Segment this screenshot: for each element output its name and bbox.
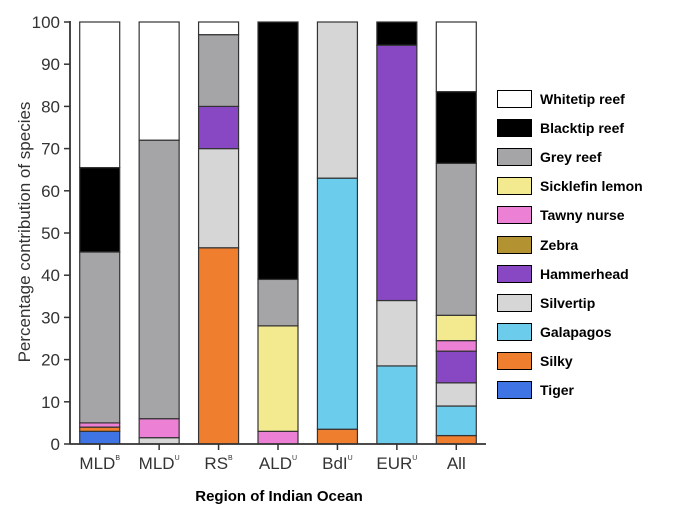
legend-item-grey-reef: Grey reef: [497, 142, 675, 171]
bar-segment-galapagos-all: [435, 405, 477, 437]
legend-label: Silky: [540, 353, 573, 370]
legend-item-zebra: Zebra: [497, 230, 675, 259]
legend-label: Tawny nurse: [540, 207, 625, 224]
legend-label: Galapagos: [540, 324, 612, 341]
legend-swatch: [497, 235, 532, 254]
bar-segment-sicklefin-lemon-all: [435, 314, 477, 342]
y-tick-label: 20: [41, 351, 60, 370]
bar-segment-silky-mldb: [79, 426, 121, 432]
x-tick-label: BdIU: [322, 454, 353, 473]
x-tick-label: MLDU: [139, 454, 180, 473]
legend-label: Tiger: [540, 382, 574, 399]
y-tick-label: 30: [41, 308, 60, 327]
bar-segment-tiger-mldb: [79, 430, 121, 445]
x-tick-label: ALDU: [259, 454, 297, 473]
y-tick-label: 0: [51, 435, 60, 454]
x-tick-label: RSB: [204, 454, 233, 473]
legend-label: Silvertip: [540, 294, 596, 311]
bar-segment-silvertip-mldu: [138, 437, 180, 445]
bar-segment-tawny-nurse-mldb: [79, 422, 121, 428]
x-axis-label: Region of Indian Ocean: [195, 488, 363, 505]
legend-item-tiger: Tiger: [497, 376, 675, 405]
bar-segment-sicklefin-lemon-aldu: [257, 325, 299, 432]
bar-segment-galapagos-euru: [376, 365, 418, 445]
bar-segment-hammerhead-rsb: [197, 105, 240, 150]
bar-segment-hammerhead-all: [435, 350, 477, 384]
y-axis-label: Percentage contribution of species: [15, 102, 34, 363]
bar-segment-whitetip-reef-all: [435, 21, 477, 93]
y-tick-label: 40: [41, 266, 60, 285]
legend-item-whitetip-reef: Whitetip reef: [497, 84, 675, 113]
bar-segment-whitetip-reef-mldu: [138, 21, 180, 141]
bar-segment-tawny-nurse-all: [435, 340, 477, 352]
bar-segment-silky-all: [435, 434, 477, 445]
axes-group: MLDB MLDU RSB ALDU BdIU EURU All 0 10 20 30 40 50 60 7…: [32, 13, 486, 473]
x-tick-label: All: [447, 454, 466, 473]
x-tick-label: MLDB: [79, 454, 120, 473]
legend-swatch: [497, 293, 532, 312]
y-tick-label: 50: [41, 224, 60, 243]
legend-item-blacktip-reef: Blacktip reef: [497, 113, 675, 142]
legend-swatch: [497, 381, 532, 400]
y-tick-label: 10: [41, 393, 60, 412]
bar-segment-silvertip-all: [435, 382, 477, 407]
legend-label: Hammerhead: [540, 265, 629, 282]
legend-swatch: [497, 89, 532, 108]
bar-segment-galapagos-bdiu: [316, 177, 359, 430]
bars-group: [79, 21, 477, 445]
legend-swatch: [497, 352, 532, 371]
bar-segment-blacktip-reef-euru: [376, 21, 418, 46]
bar-segment-tawny-nurse-aldu: [257, 430, 299, 445]
legend-swatch: [497, 147, 532, 166]
legend-label: Sicklefin lemon: [540, 178, 643, 195]
bar-segment-silky-bdiu: [316, 428, 359, 445]
bar-segment-whitetip-reef-rsb: [197, 21, 240, 36]
bar-segment-hammerhead-euru: [376, 44, 418, 302]
bar-segment-tawny-nurse-mldu: [138, 418, 180, 439]
legend-item-hammerhead: Hammerhead: [497, 259, 675, 288]
legend-swatch: [497, 206, 532, 225]
legend-label: Whitetip reef: [540, 90, 625, 107]
legend-swatch: [497, 323, 532, 342]
legend-item-sicklefin-lemon: Sicklefin lemon: [497, 172, 675, 201]
bar-segment-blacktip-reef-all: [435, 91, 477, 164]
bar-segment-grey-reef-all: [435, 162, 477, 316]
legend: Whitetip reef Blacktip reef Grey reef Sickl…: [497, 84, 675, 405]
x-tick-label: EURU: [376, 454, 417, 473]
legend-label: Blacktip reef: [540, 119, 625, 136]
legend-label: Zebra: [540, 236, 579, 253]
legend-swatch: [497, 118, 532, 137]
y-tick-label: 100: [32, 13, 60, 32]
bar-segment-grey-reef-mldb: [79, 251, 121, 424]
bar-segment-silvertip-rsb: [197, 148, 240, 249]
y-tick-label: 70: [41, 140, 60, 159]
legend-item-galapagos: Galapagos: [497, 318, 675, 347]
y-tick-label: 60: [41, 182, 60, 201]
legend-swatch: [497, 264, 532, 283]
bar-segment-grey-reef-rsb: [197, 34, 240, 107]
legend-item-silky: Silky: [497, 347, 675, 376]
bar-segment-silky-rsb: [197, 247, 240, 445]
legend-label: Grey reef: [540, 148, 602, 165]
y-tick-label: 90: [41, 55, 60, 74]
bar-segment-blacktip-reef-aldu: [257, 21, 299, 281]
bar-segment-grey-reef-aldu: [257, 278, 299, 327]
legend-item-tawny-nurse: Tawny nurse: [497, 201, 675, 230]
y-tick-label: 80: [41, 97, 60, 116]
legend-item-silvertip: Silvertip: [497, 288, 675, 317]
bar-segment-blacktip-reef-mldb: [79, 166, 121, 253]
legend-swatch: [497, 177, 532, 196]
bar-segment-grey-reef-mldu: [138, 139, 180, 420]
bar-segment-silvertip-bdiu: [316, 21, 359, 179]
bar-segment-silvertip-euru: [376, 299, 418, 367]
bar-segment-whitetip-reef-mldb: [79, 21, 121, 169]
